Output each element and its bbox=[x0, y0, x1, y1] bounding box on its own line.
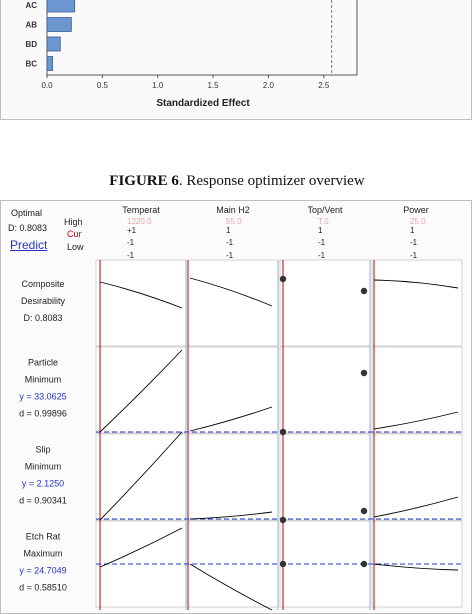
predict-link[interactable]: Predict bbox=[10, 238, 48, 252]
subplot-frame bbox=[279, 433, 371, 521]
pareto-chart-panel bbox=[0, 0, 472, 120]
response-point bbox=[279, 516, 287, 524]
response-label: Etch Rat bbox=[26, 532, 61, 542]
factor-cur: 25.0 bbox=[410, 217, 426, 226]
response-label: Desirability bbox=[21, 296, 66, 306]
optimal-label: Optimal bbox=[11, 208, 43, 218]
response-curve bbox=[189, 563, 273, 611]
x-tick-label: 2.5 bbox=[318, 81, 330, 90]
x-tick-label: 1.0 bbox=[152, 81, 164, 90]
subplot-frame bbox=[371, 259, 463, 347]
response-curve bbox=[373, 411, 459, 430]
factor-name: Main H2 bbox=[216, 205, 250, 215]
factor-cur: 55.0 bbox=[226, 217, 242, 226]
factor-low: -1 bbox=[127, 251, 135, 260]
factor-low: -1 bbox=[226, 251, 234, 260]
response-curve bbox=[99, 349, 183, 433]
response-label: Minimum bbox=[25, 375, 62, 385]
factor-low: -1 bbox=[410, 238, 418, 247]
low-label: Low bbox=[67, 242, 84, 252]
factor-low: -1 bbox=[127, 238, 135, 247]
subplot-frame bbox=[279, 259, 371, 347]
x-axis-label: Standardized Effect bbox=[156, 98, 250, 109]
x-tick-label: 0.5 bbox=[97, 81, 109, 90]
category-label: BD bbox=[25, 40, 37, 49]
subplot-frame bbox=[187, 259, 279, 347]
response-label: d = 0.90341 bbox=[19, 496, 67, 506]
factor-low: -1 bbox=[318, 251, 326, 260]
subplot-frame bbox=[371, 433, 463, 521]
x-tick-label: 1.5 bbox=[208, 81, 220, 90]
factor-low: -1 bbox=[318, 238, 326, 247]
high-label: High bbox=[64, 217, 83, 227]
response-point bbox=[360, 287, 368, 295]
response-curve bbox=[99, 281, 183, 309]
response-label: Particle bbox=[28, 358, 58, 368]
response-label: Composite bbox=[21, 279, 64, 289]
bar-bd bbox=[46, 36, 61, 52]
factor-high: 1 bbox=[318, 226, 323, 235]
response-point bbox=[279, 560, 287, 568]
x-tick-label: 2.0 bbox=[263, 81, 275, 90]
bar-ab bbox=[46, 17, 72, 32]
x-tick-label: 0.0 bbox=[41, 81, 53, 90]
factor-cur: 1220.0 bbox=[127, 217, 152, 226]
response-label: y = 33.0625 bbox=[19, 392, 66, 402]
bar-ac bbox=[46, 0, 76, 13]
subplot-frame bbox=[95, 259, 187, 347]
response-label: y = 24.7049 bbox=[19, 566, 66, 576]
factor-name: Top/Vent bbox=[307, 205, 343, 215]
response-label: D: 0.8083 bbox=[23, 313, 62, 323]
category-label: AC bbox=[25, 1, 37, 10]
response-point bbox=[360, 369, 368, 377]
response-curve bbox=[99, 527, 183, 568]
response-curve bbox=[373, 496, 459, 518]
response-curve bbox=[373, 279, 459, 289]
response-point bbox=[360, 560, 368, 568]
caption-text: . Response optimizer overview bbox=[178, 173, 365, 189]
optimal-d-value: D: 0.8083 bbox=[8, 223, 48, 233]
factor-high: 1 bbox=[226, 226, 231, 235]
factor-low: -1 bbox=[410, 251, 418, 260]
category-label: BC bbox=[25, 60, 37, 69]
factor-low: -1 bbox=[226, 238, 234, 247]
factor-cur: T.0 bbox=[318, 217, 329, 226]
subplot-frame bbox=[279, 346, 371, 434]
response-point bbox=[279, 275, 287, 283]
subplot-frame bbox=[187, 346, 279, 434]
subplot-frame bbox=[371, 346, 463, 434]
response-label: Minimum bbox=[25, 462, 62, 472]
factor-high: 1 bbox=[410, 226, 415, 235]
cur-label: Cur bbox=[67, 229, 82, 239]
pareto-chart: AC AB BD BC 0.0 0.5 1.0 1.5 2.0 2.5 Standardized E… bbox=[25, 0, 358, 109]
response-curve bbox=[189, 511, 273, 520]
response-label: y = 2.1250 bbox=[22, 479, 64, 489]
response-point bbox=[279, 428, 287, 436]
response-curve bbox=[189, 277, 273, 307]
factor-name: Power bbox=[403, 205, 429, 215]
response-point bbox=[360, 507, 368, 515]
response-label: d = 0.58510 bbox=[19, 583, 67, 593]
response-label: Slip bbox=[35, 445, 50, 455]
response-label: d = 0.99896 bbox=[19, 409, 67, 419]
response-curve bbox=[373, 563, 459, 571]
figure-caption: FIGURE 6. Response optimizer overview bbox=[0, 173, 474, 190]
category-label: AB bbox=[25, 21, 37, 30]
response-curve bbox=[99, 431, 183, 521]
response-curve bbox=[189, 406, 273, 432]
factor-name: Temperat bbox=[122, 205, 160, 215]
bar-bc bbox=[46, 56, 53, 71]
subplot-frame bbox=[187, 433, 279, 521]
response-label: Maximum bbox=[23, 549, 62, 559]
factor-high: +1 bbox=[127, 226, 137, 235]
caption-label: FIGURE 6 bbox=[109, 173, 179, 189]
